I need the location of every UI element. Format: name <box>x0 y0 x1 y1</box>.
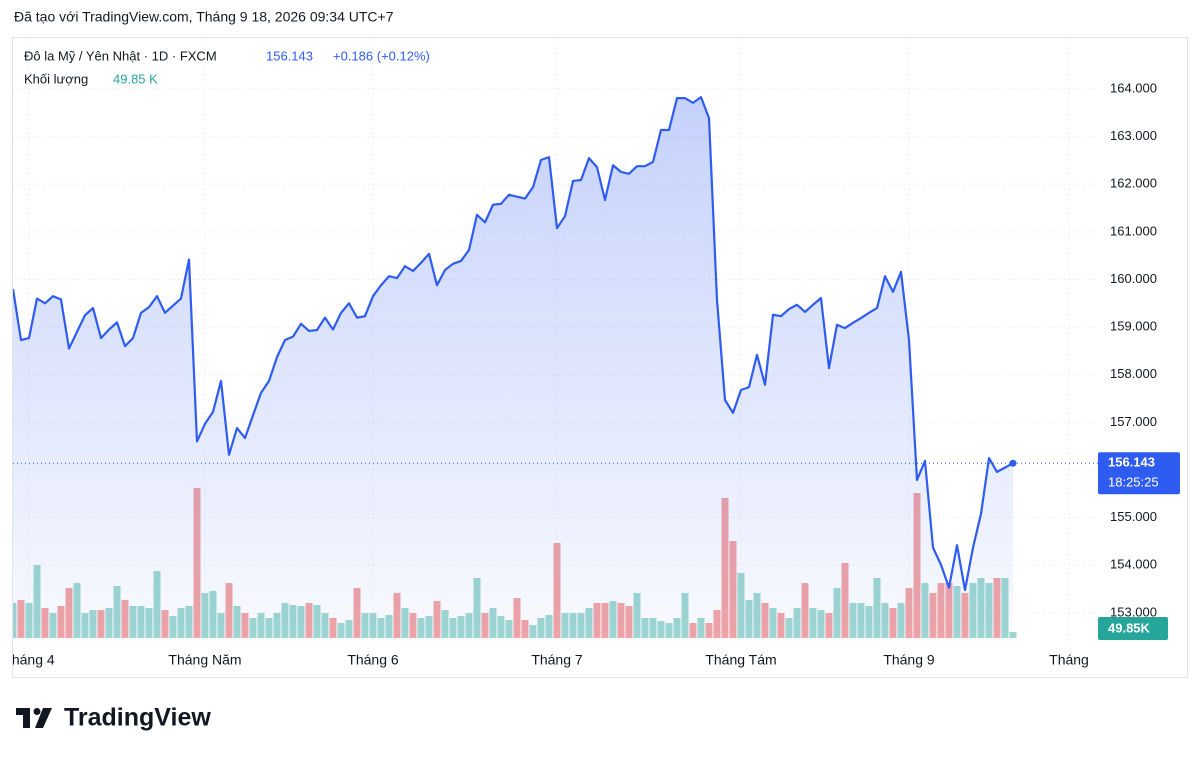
frame <box>12 37 1188 678</box>
price-line <box>13 96 1014 592</box>
plot: Tháng 4 Tháng Năm Tháng 6 Tháng 7 Tháng Tám T… <box>3 38 1098 668</box>
x-tick-label: Tháng <box>1049 652 1089 668</box>
y-tick-label: 159.000 <box>1110 319 1157 334</box>
countdown: 18:25:25 <box>1108 475 1159 490</box>
change: +0.186 (+0.12%) <box>333 48 430 63</box>
brand: TradingView <box>64 704 211 732</box>
brand-logo: TradingView <box>16 704 211 732</box>
y-tick-label: 160.000 <box>1110 271 1157 286</box>
x-tick-label: Tháng 9 <box>883 652 935 668</box>
y-tick-label: 158.000 <box>1110 366 1157 381</box>
y-tick-label: 163.000 <box>1110 128 1157 143</box>
y-tick-label: 157.000 <box>1110 414 1157 429</box>
y-tick-label: 162.000 <box>1110 176 1157 191</box>
y-tick-label: 161.000 <box>1110 223 1157 238</box>
y-tick-label: 155.000 <box>1110 509 1157 524</box>
volume-tag <box>1098 617 1168 640</box>
x-tick-label: Tháng 7 <box>531 652 583 668</box>
last-point <box>1009 459 1017 467</box>
header: Đã tạo với TradingView.com, Tháng 9 18, … <box>14 9 394 25</box>
x-tick-label: Tháng 6 <box>347 652 399 668</box>
area-fill <box>13 97 1013 640</box>
x-tick-label: Tháng 4 <box>3 652 55 668</box>
y-tick-label: 153.000 <box>1110 604 1157 619</box>
last-price: 156.143 <box>266 48 313 63</box>
volume-legend-value: 49.85 K <box>113 71 158 86</box>
volume-tag-value: 49.85K <box>1108 620 1151 635</box>
x-tick-label: Tháng Tám <box>705 652 776 668</box>
price-axis: 153.000154.000155.000156.000157.000158.0… <box>1098 80 1180 640</box>
symbol-title: Đô la Mỹ / Yên Nhật · 1D · FXCM <box>24 48 217 63</box>
volume-legend-label: Khối lượng <box>24 71 88 86</box>
y-tick-label: 154.000 <box>1110 557 1157 572</box>
y-tick-label: 164.000 <box>1110 80 1157 95</box>
price-tag <box>1098 452 1180 495</box>
x-tick-label: Tháng Năm <box>168 652 241 668</box>
price-tag-value: 156.143 <box>1108 455 1155 470</box>
